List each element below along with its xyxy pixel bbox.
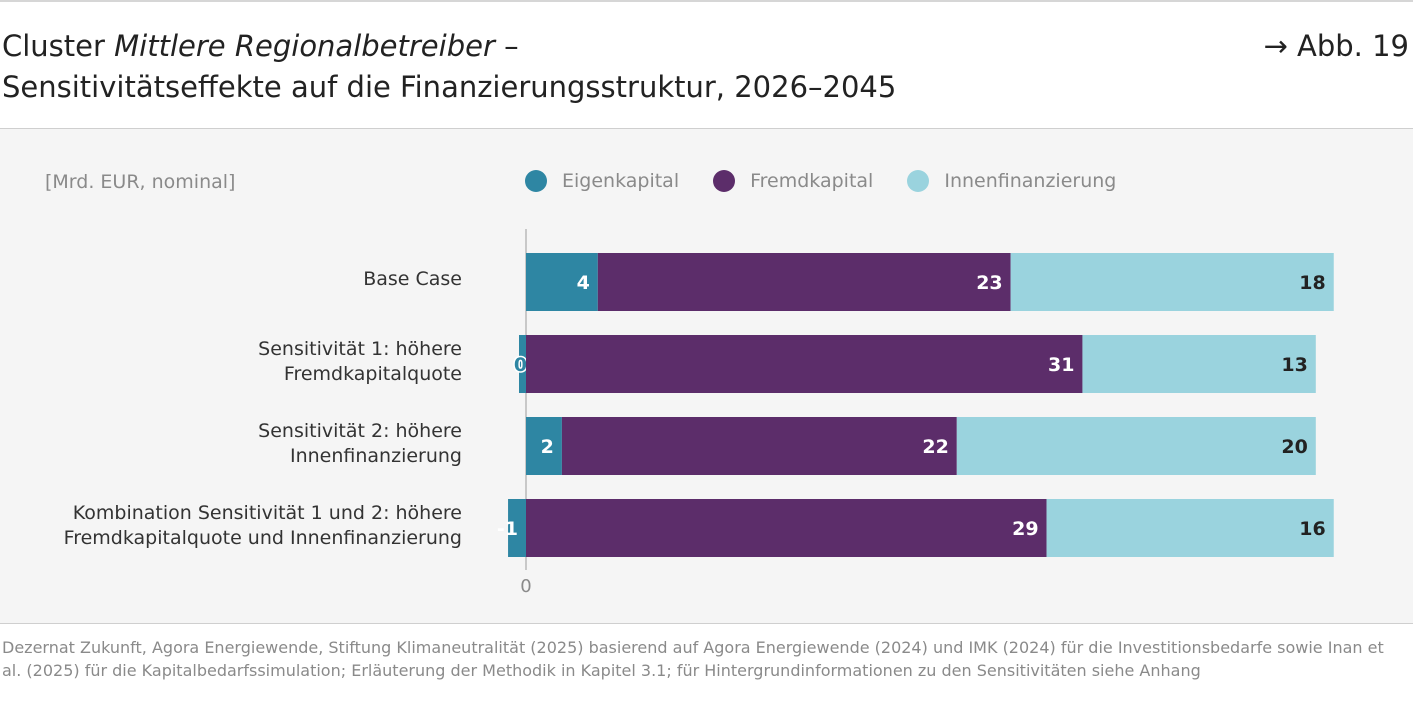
- legend: Eigenkapital Fremdkapital Innenfinanzier…: [525, 170, 1150, 192]
- row-label-line: Base Case: [363, 268, 462, 290]
- bar-innenfinanzierung: [1010, 253, 1334, 311]
- bar-innenfinanzierung: [1046, 499, 1334, 557]
- legend-dot-fremdkapital: [713, 170, 736, 192]
- unit-label: [Mrd. EUR, nominal]: [45, 171, 236, 193]
- data-label-eigenkapital: 0: [514, 354, 527, 376]
- data-label-fremdkapital: 22: [922, 436, 948, 458]
- top-rule: [0, 0, 1413, 2]
- bar-eigenkapital: [519, 335, 526, 393]
- bar-eigenkapital: [508, 499, 526, 557]
- row-label-line: Fremdkapitalquote: [283, 363, 462, 385]
- row-label-sensitivitaet-2: Sensitivität 2: höhere Innenfinanzierung: [258, 419, 462, 469]
- bar-fremdkapital: [597, 253, 1011, 311]
- title-line-2: Sensitivitätseffekte auf die Finanzierun…: [2, 70, 897, 104]
- bar-fremdkapital: [526, 499, 1047, 557]
- legend-item-innenfinanzierung: Innenfinanzierung: [907, 170, 1116, 192]
- data-label-eigenkapital: -1: [497, 518, 518, 540]
- title-italic: Mittlere Regionalbetreiber: [114, 29, 495, 63]
- data-label-innenfinanzierung: 18: [1299, 272, 1325, 294]
- chart-title: Cluster Mittlere Regionalbetreiber – Sen…: [2, 26, 1102, 108]
- data-label-eigenkapital: 4: [577, 272, 590, 294]
- data-label-innenfinanzierung: 13: [1281, 354, 1307, 376]
- x-tick-label: 0: [520, 576, 531, 597]
- row-label-line: Sensitivität 1: höhere: [258, 338, 462, 360]
- legend-label-innenfinanzierung: Innenfinanzierung: [944, 170, 1117, 192]
- source-note: Dezernat Zukunft, Agora Energiewende, St…: [2, 638, 1384, 680]
- bar-eigenkapital: [526, 253, 598, 311]
- row-label-line: Innenfinanzierung: [289, 445, 462, 467]
- title-prefix: Cluster: [2, 29, 115, 63]
- row-label-line: Fremdkapitalquote und Innenfinanzierung: [63, 527, 462, 549]
- row-label-line: Kombination Sensitivität 1 und 2: höhere: [72, 502, 462, 524]
- bar-fremdkapital: [526, 335, 1083, 393]
- legend-dot-eigenkapital: [525, 170, 547, 192]
- title-suffix: –: [494, 29, 519, 63]
- data-label-innenfinanzierung: 16: [1299, 518, 1325, 540]
- row-label-base-case: Base Case: [363, 267, 462, 292]
- bar-innenfinanzierung: [956, 417, 1316, 475]
- row-label-sensitivitaet-1: Sensitivität 1: höhere Fremdkapitalquote: [258, 337, 462, 387]
- data-label-fremdkapital: 23: [976, 272, 1002, 294]
- legend-label-fremdkapital: Fremdkapital: [750, 170, 874, 192]
- row-label-line: Sensitivität 2: höhere: [258, 420, 462, 442]
- bar-innenfinanzierung: [1082, 335, 1316, 393]
- title-line-1: Cluster Mittlere Regionalbetreiber –: [2, 26, 1102, 67]
- bar-eigenkapital: [526, 417, 562, 475]
- legend-label-eigenkapital: Eigenkapital: [562, 170, 680, 192]
- figure-reference: → Abb. 19: [1263, 29, 1409, 63]
- data-label-fremdkapital: 29: [1012, 518, 1038, 540]
- data-label-fremdkapital: 31: [1048, 354, 1074, 376]
- legend-dot-innenfinanzierung: [907, 170, 930, 192]
- data-label-eigenkapital: 2: [541, 436, 554, 458]
- data-label-innenfinanzierung: 20: [1281, 436, 1307, 458]
- legend-item-eigenkapital: Eigenkapital: [525, 170, 679, 192]
- row-label-kombination: Kombination Sensitivität 1 und 2: höhere…: [64, 501, 462, 551]
- legend-item-fremdkapital: Fremdkapital: [713, 170, 873, 192]
- bar-fremdkapital: [561, 417, 957, 475]
